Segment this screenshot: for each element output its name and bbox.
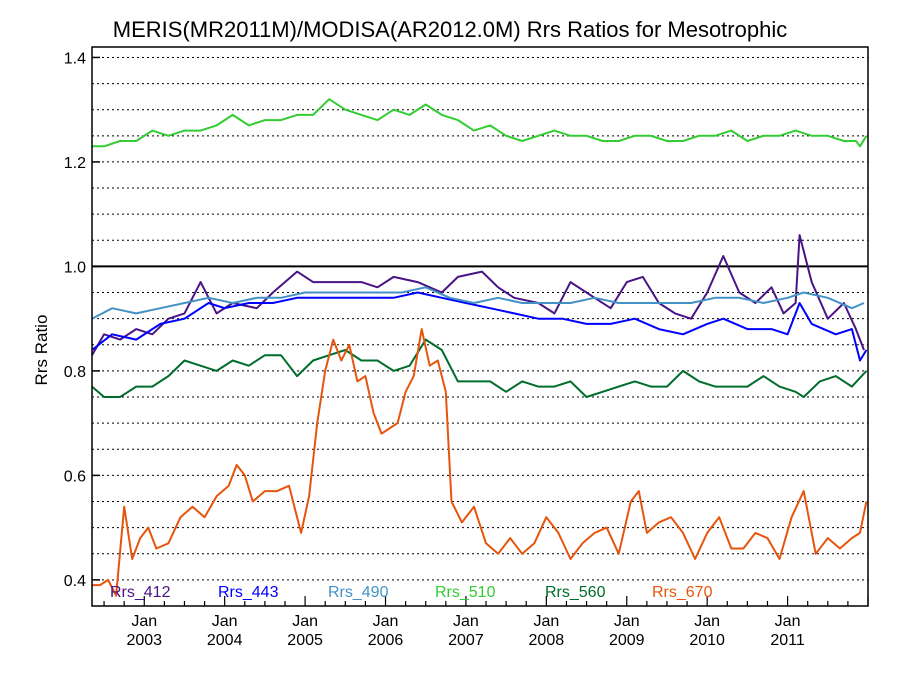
y-tick-label: 0.8 <box>64 364 86 381</box>
x-tick-year-label: 2004 <box>207 632 243 649</box>
y-tick-label: 1.4 <box>64 50 86 67</box>
x-tick-month-label: Jan <box>533 613 559 630</box>
x-tick-year-label: 2009 <box>609 632 645 649</box>
legend-entry-670: Rrs_670 <box>652 584 713 601</box>
legend-entry-560: Rrs_560 <box>545 584 606 601</box>
y-axis-ticks: 0.4 0.6 0.8 1.0 1.2 1.4 <box>64 50 100 590</box>
y-axis-label: Rrs Ratio <box>32 315 51 386</box>
series-line-560 <box>91 338 868 398</box>
x-tick-year-label: 2011 <box>770 632 805 649</box>
x-tick-month-label: Jan <box>131 613 157 630</box>
series-line-490 <box>91 286 865 320</box>
y-tick-label: 0.4 <box>64 573 86 590</box>
legend-entry-490: Rrs_490 <box>328 584 389 601</box>
x-tick-month-label: Jan <box>775 613 801 630</box>
x-tick-month-label: Jan <box>694 613 720 630</box>
legend-entry-510: Rrs_510 <box>435 584 496 601</box>
legend: Rrs_412 Rrs_443 Rrs_490 Rrs_510 Rrs_560 Rrs_6… <box>110 584 713 601</box>
y-tick-label: 0.6 <box>64 468 86 485</box>
x-tick-year-label: 2007 <box>448 632 484 649</box>
x-tick-year-label: 2006 <box>368 632 404 649</box>
x-tick-month-label: Jan <box>614 613 640 630</box>
x-tick-year-label: 2008 <box>529 632 565 649</box>
x-tick-year-label: 2003 <box>126 632 162 649</box>
x-tick-month-label: Jan <box>212 613 238 630</box>
series-line-510 <box>92 98 868 148</box>
x-tick-year-label: 2010 <box>689 632 725 649</box>
x-tick-month-label: Jan <box>373 613 399 630</box>
legend-entry-412: Rrs_412 <box>110 584 171 601</box>
legend-entry-443: Rrs_443 <box>218 584 279 601</box>
series-layer <box>91 98 868 597</box>
x-tick-month-label: Jan <box>453 613 479 630</box>
chart-title: MERIS(MR2011M)/MODISA(AR2012.0M) Rrs Rat… <box>113 17 787 42</box>
series-line-443 <box>91 291 868 362</box>
y-tick-label: 1.0 <box>64 259 86 276</box>
x-tick-month-label: Jan <box>292 613 318 630</box>
series-line-670 <box>92 328 868 597</box>
x-tick-year-label: 2005 <box>287 632 323 649</box>
y-tick-label: 1.2 <box>64 155 86 172</box>
series-line-412 <box>91 234 865 356</box>
x-axis-ticks: Jan 2003 Jan 2004 Jan 2005 Jan 2006 Jan 2007 Jan 20… <box>103 596 869 649</box>
plot-frame <box>91 46 869 607</box>
